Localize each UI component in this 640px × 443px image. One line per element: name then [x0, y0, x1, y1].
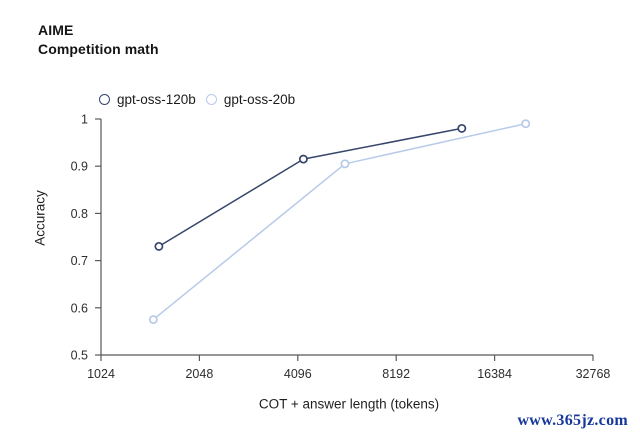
x-tick-label: 2048: [185, 367, 213, 381]
data-point: [521, 119, 531, 129]
y-tick-label: 0.6: [71, 301, 88, 315]
y-axis-ticks: 0.5 0.6 0.7 0.8 0.9 1: [71, 113, 101, 363]
chart-title: AIME Competition math: [38, 21, 159, 59]
x-axis-ticks: 1024 2048 4096 8192 16384 32768: [87, 355, 610, 381]
y-axis-title: Accuracy: [32, 190, 48, 246]
watermark: www.365jz.com: [517, 412, 628, 429]
x-tick-label: 1024: [87, 367, 115, 381]
y-tick-label: 0.5: [71, 349, 88, 363]
legend-label: gpt-oss-20b: [223, 92, 296, 107]
chart-title-line2: Competition math: [38, 41, 159, 57]
series-line: [152, 122, 526, 321]
x-tick-label: 32768: [576, 367, 611, 381]
x-axis-title: COT + answer length (tokens): [258, 396, 440, 412]
x-tick-label: 4096: [284, 367, 312, 381]
data-point: [340, 159, 350, 169]
chart-title-line1: AIME: [38, 22, 74, 38]
y-tick-label: 0.8: [71, 207, 88, 221]
legend-label: gpt-oss-120b: [117, 92, 196, 107]
data-point: [148, 315, 158, 325]
series-marker-icon: [99, 94, 110, 105]
series-line: [158, 127, 462, 248]
series-gpt-oss-20b: [148, 119, 531, 325]
legend-item-gpt-oss-120b: gpt-oss-120b: [99, 92, 196, 107]
legend: gpt-oss-120b gpt-oss-20b: [99, 92, 295, 107]
data-point: [154, 241, 164, 251]
series-marker-icon: [205, 94, 217, 105]
legend-item-gpt-oss-20b: gpt-oss-20b: [205, 92, 296, 107]
x-tick-label: 16384: [477, 367, 512, 381]
data-point: [298, 154, 308, 164]
data-point: [457, 123, 467, 133]
y-tick-label: 0.9: [71, 160, 88, 174]
y-tick-label: 1: [81, 113, 88, 127]
y-tick-label: 0.7: [71, 254, 88, 268]
series-gpt-oss-120b: [154, 123, 467, 251]
x-tick-label: 8192: [382, 367, 410, 381]
